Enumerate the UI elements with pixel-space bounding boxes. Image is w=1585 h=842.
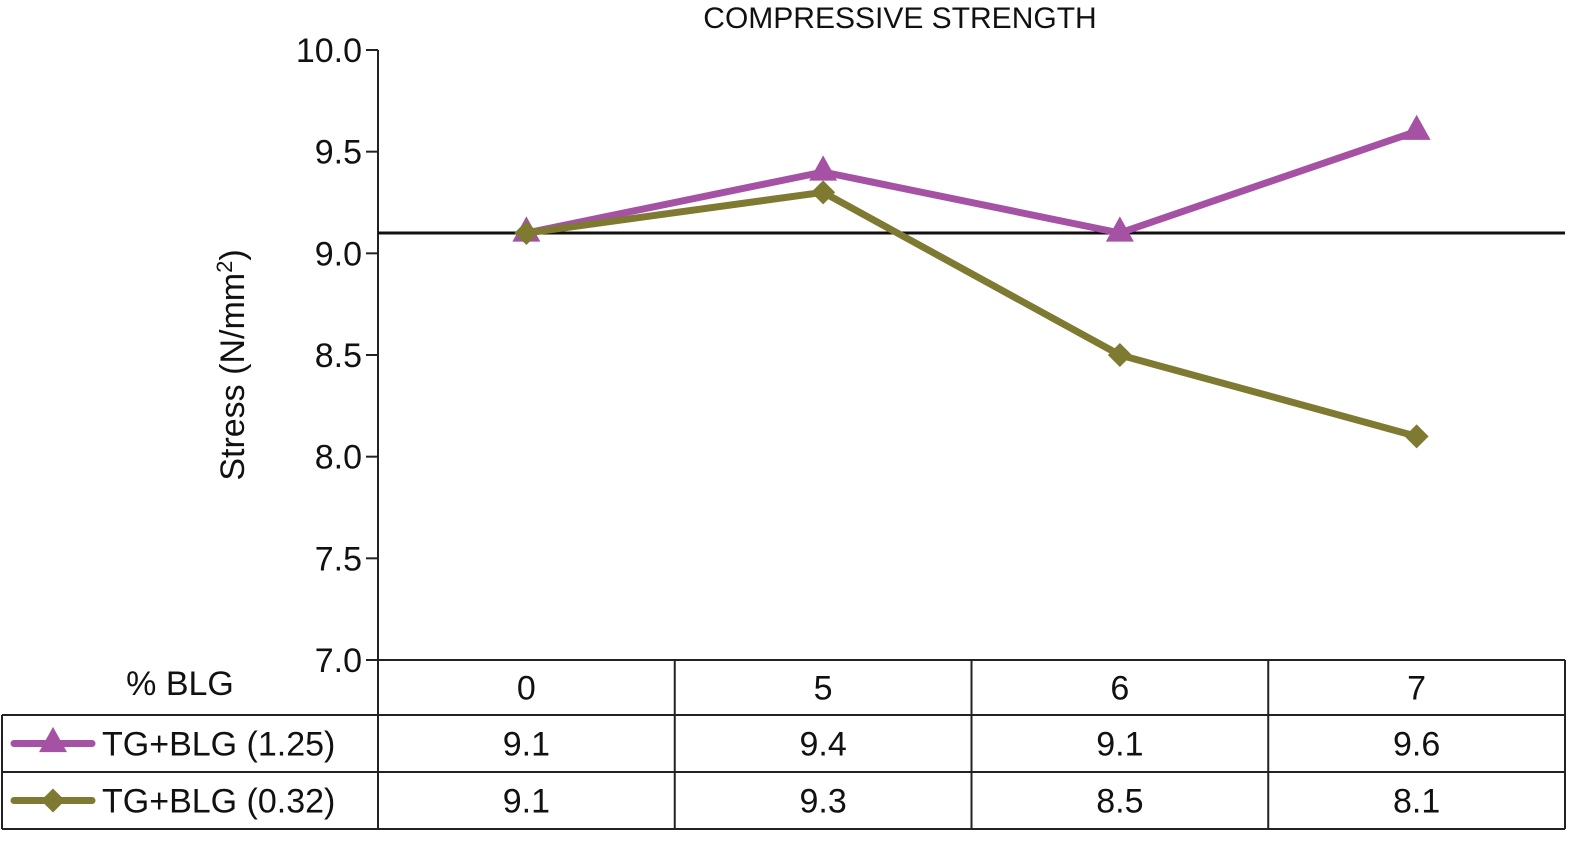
y-tick-label: 9.0: [315, 235, 362, 273]
series-1-value-label: 9.4: [799, 726, 846, 764]
y-tick-label: 10.0: [296, 32, 362, 70]
y-axis-title: Stress (N/mm2): [212, 249, 252, 480]
series-1-line: [522, 127, 1421, 237]
series-1-name: TG+BLG (1.25): [102, 726, 335, 764]
series-1-point: [1402, 114, 1431, 140]
category-label: 6: [1110, 670, 1129, 708]
series-2-legend-marker: [41, 788, 65, 813]
series-1-value-label: 9.1: [503, 726, 550, 764]
series-1-legend-marker: [39, 726, 67, 753]
chart-title: COMPRESSIVE STRENGTH: [703, 2, 1096, 35]
series-2-point: [1107, 343, 1132, 367]
y-tick-label: 7.5: [315, 540, 362, 578]
category-label: 7: [1407, 670, 1426, 708]
series-1-point: [1105, 216, 1134, 242]
series-2-value-label: 8.1: [1393, 783, 1440, 821]
series-2-point: [514, 221, 539, 245]
y-tick-label: 7.0: [315, 642, 362, 680]
series-1-value-label: 9.6: [1393, 726, 1440, 764]
y-tick-label: 8.5: [315, 337, 362, 375]
x-axis-title: % BLG: [126, 665, 234, 703]
category-label: 0: [517, 670, 536, 708]
series-1-value-label: 9.1: [1096, 726, 1143, 764]
series-2-value-label: 9.1: [503, 783, 550, 821]
series-2-name: TG+BLG (0.32): [102, 783, 335, 821]
series-2-line: [522, 188, 1421, 440]
y-tick-label: 8.0: [315, 439, 362, 477]
series-1-point: [809, 155, 838, 181]
series-2-value-label: 8.5: [1096, 783, 1143, 821]
series-2-point: [811, 180, 836, 205]
series-2-value-label: 9.3: [799, 783, 846, 821]
y-tick-label: 9.5: [315, 134, 362, 172]
series-2-point: [1404, 424, 1429, 449]
category-label: 5: [814, 670, 833, 708]
